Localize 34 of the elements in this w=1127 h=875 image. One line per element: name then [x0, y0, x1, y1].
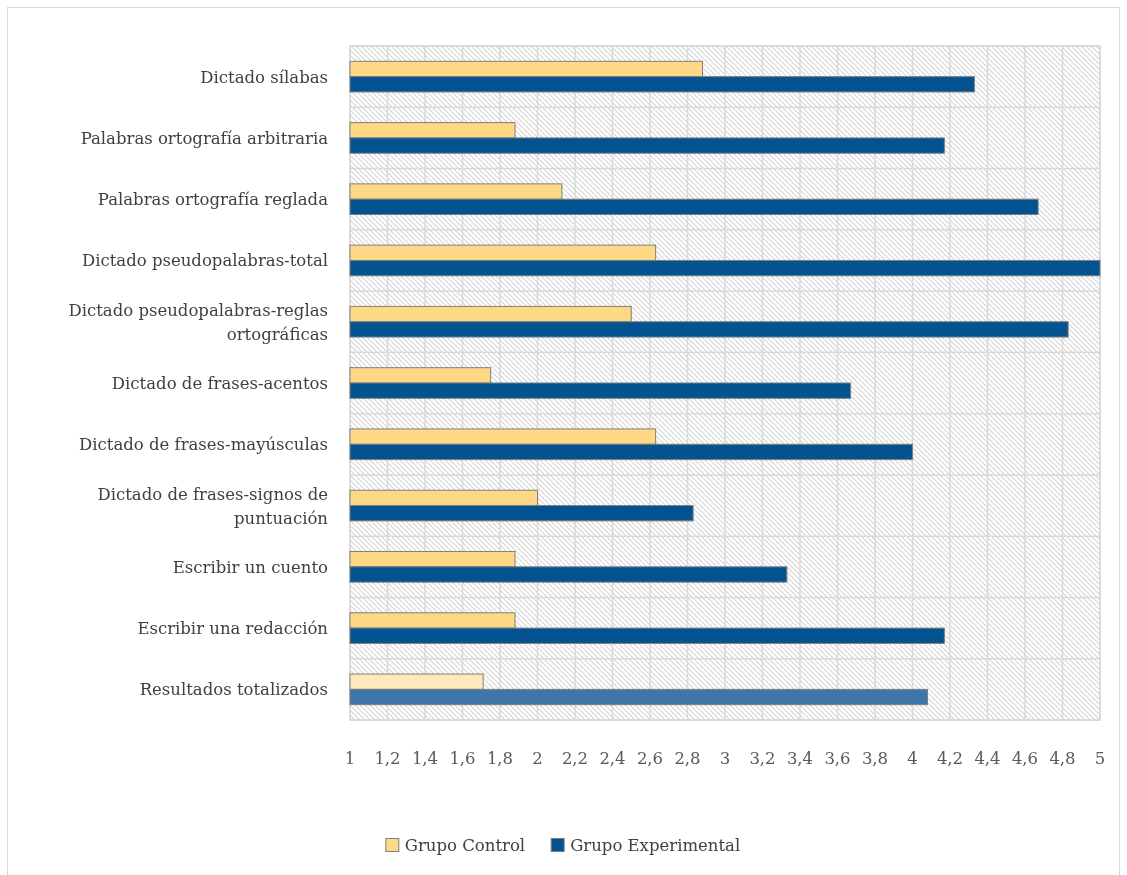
y-tick-label: Dictado de frases-acentos [111, 373, 328, 393]
y-tick-label: Escribir una redacción [137, 618, 329, 638]
x-tick-label: 2 [532, 748, 543, 768]
x-tick-label: 4 [907, 748, 918, 768]
legend-label: Grupo Control [404, 835, 526, 855]
x-tick-label: 4,6 [1011, 748, 1039, 768]
x-tick-label: 2,8 [674, 748, 701, 768]
x-tick-label: 4,2 [936, 748, 964, 768]
x-tick-label: 4,8 [1049, 748, 1076, 768]
y-tick-label: Dictado de frases-mayúsculas [79, 434, 328, 454]
x-tick-label: 1,6 [449, 748, 476, 768]
x-tick-label: 3,2 [749, 748, 776, 768]
y-tick-label: Dictado pseudopalabras-reglas ortográficas [68, 300, 328, 344]
x-tick-label: 1,4 [411, 748, 439, 768]
x-tick-label: 1,2 [374, 748, 401, 768]
x-tick-label: 2,2 [561, 748, 589, 768]
y-tick-label: Palabras ortografía arbitraria [80, 128, 329, 148]
x-tick-label: 2,4 [599, 748, 626, 768]
y-tick-label: Resultados totalizados [139, 679, 328, 699]
x-tick-label: 3 [719, 748, 731, 768]
y-tick-label: Dictado sílabas [200, 67, 328, 87]
x-tick-label: 5 [1094, 748, 1106, 768]
y-tick-label: Dictado de frases-signos de puntuación [97, 484, 329, 528]
x-tick-label: 4,4 [974, 748, 1001, 768]
x-tick-label: 3,4 [786, 748, 814, 768]
legend-label: Grupo Experimental [570, 835, 741, 855]
y-tick-label: Escribir un cuento [172, 557, 329, 577]
y-tick-label: Palabras ortografía reglada [97, 189, 329, 209]
x-tick-label: 1,8 [486, 748, 514, 768]
x-tick-label: 1 [344, 748, 356, 768]
x-tick-label: 3,6 [824, 748, 851, 768]
y-tick-label: Dictado pseudopalabras-total [81, 250, 328, 270]
x-tick-label: 3,8 [861, 748, 889, 768]
x-tick-label: 2,6 [636, 748, 664, 768]
